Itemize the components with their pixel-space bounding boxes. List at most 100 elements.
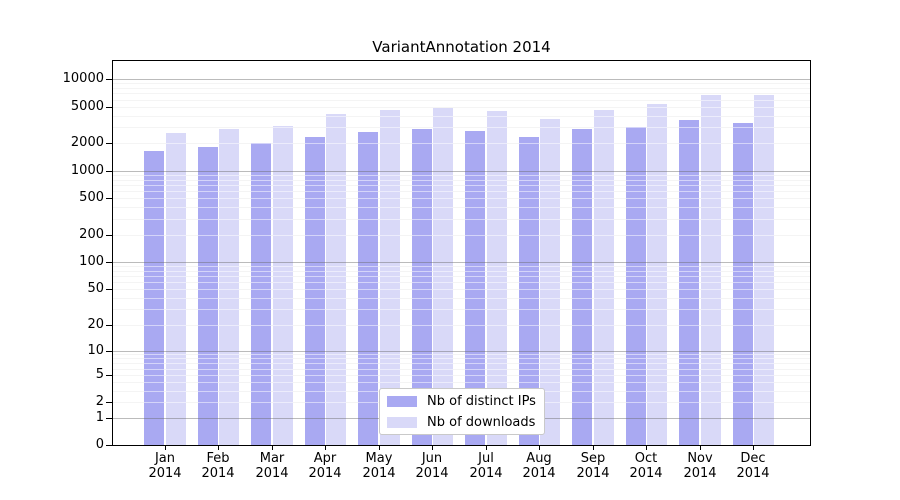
y-tick-label-1000: 1000 [70, 163, 104, 178]
bar-distinct-ips-dec [733, 123, 753, 445]
y-tick-mark-200 [106, 235, 112, 236]
gridlines-over-layer [113, 61, 810, 445]
y-tick-label-200: 200 [79, 227, 104, 242]
bar-downloads-feb [219, 129, 239, 445]
minor-gridline-overlay-300 [113, 219, 810, 220]
y-tick-mark-2000 [106, 143, 112, 144]
minor-gridline-overlay-4 [113, 382, 810, 383]
x-tick-mark-may [379, 446, 380, 450]
legend: Nb of distinct IPs Nb of downloads [379, 388, 545, 435]
minor-gridline-overlay-5000 [113, 107, 810, 108]
x-tick-label-jun: Jun 2014 [415, 451, 449, 481]
y-tick-mark-0 [106, 445, 112, 446]
y-tick-mark-10 [106, 351, 112, 352]
minor-gridline-overlay-60 [113, 282, 810, 283]
y-tick-mark-10000 [106, 79, 112, 80]
minor-gridline-overlay-900 [113, 175, 810, 176]
x-tick-label-mar: Mar 2014 [255, 451, 289, 481]
bar-downloads-sep [594, 110, 614, 445]
x-tick-mark-feb [218, 446, 219, 450]
x-tick-label-sep: Sep 2014 [576, 451, 610, 481]
minor-gridline-overlay-600 [113, 191, 810, 192]
bar-downloads-dec [754, 95, 774, 445]
bar-distinct-ips-may [358, 132, 378, 445]
minor-gridline-overlay-8 [113, 358, 810, 359]
x-tick-label-apr: Apr 2014 [308, 451, 342, 481]
x-tick-mark-nov [700, 446, 701, 450]
y-tick-mark-1000 [106, 171, 112, 172]
y-tick-mark-2 [106, 402, 112, 403]
x-tick-label-oct: Oct 2014 [629, 451, 663, 481]
minor-gridline-overlay-6 [113, 369, 810, 370]
bar-downloads-may [380, 110, 400, 445]
legend-label-distinct-ips: Nb of distinct IPs [427, 394, 536, 409]
y-tick-label-0: 0 [95, 437, 104, 452]
y-tick-mark-5 [106, 375, 112, 376]
minor-gridline-overlay-8000 [113, 88, 810, 89]
bar-distinct-ips-oct [626, 127, 646, 445]
minor-gridline-overlay-5 [113, 375, 810, 376]
y-tick-label-5000: 5000 [70, 99, 104, 114]
x-tick-mark-aug [539, 446, 540, 450]
y-tick-label-10: 10 [87, 343, 104, 358]
chart-title: VariantAnnotation 2014 [372, 38, 551, 56]
decade-gridline-1000 [113, 171, 810, 172]
minor-gridline-overlay-400 [113, 207, 810, 208]
bar-downloads-oct [647, 104, 667, 445]
y-tick-mark-500 [106, 198, 112, 199]
minor-gridline-overlay-80 [113, 271, 810, 272]
x-tick-mark-oct [646, 446, 647, 450]
minor-gridline-overlay-7 [113, 363, 810, 364]
bar-downloads-nov [701, 95, 721, 445]
minor-gridline-overlay-9000 [113, 83, 810, 84]
y-tick-mark-20 [106, 325, 112, 326]
bar-downloads-apr [326, 114, 346, 445]
y-tick-mark-50 [106, 289, 112, 290]
y-tick-label-2000: 2000 [70, 135, 104, 150]
minor-gridline-overlay-3000 [113, 127, 810, 128]
y-tick-mark-100 [106, 262, 112, 263]
decade-gridline-100 [113, 262, 810, 263]
y-tick-label-1: 1 [95, 410, 104, 425]
x-tick-mark-apr [325, 446, 326, 450]
bar-distinct-ips-jul [465, 131, 485, 445]
minor-gridline-overlay-50 [113, 289, 810, 290]
x-tick-label-aug: Aug 2014 [522, 451, 556, 481]
x-tick-label-dec: Dec 2014 [736, 451, 770, 481]
minor-gridline-overlay-40 [113, 298, 810, 299]
minor-gridline-overlay-700 [113, 185, 810, 186]
minor-gridline-overlay-70 [113, 276, 810, 277]
bar-distinct-ips-sep [572, 129, 592, 445]
x-tick-mark-sep [593, 446, 594, 450]
legend-entry-downloads: Nb of downloads [387, 415, 538, 430]
bar-distinct-ips-jun [412, 129, 432, 445]
legend-swatch-downloads [387, 417, 417, 428]
y-tick-label-100: 100 [79, 254, 104, 269]
legend-entry-distinct-ips: Nb of distinct IPs [387, 394, 538, 409]
minor-gridline-overlay-20 [113, 325, 810, 326]
plot-area [112, 60, 811, 446]
bar-distinct-ips-aug [519, 137, 539, 445]
y-tick-label-2: 2 [95, 394, 104, 409]
x-tick-label-jan: Jan 2014 [148, 451, 182, 481]
minor-gridline-overlay-6000 [113, 100, 810, 101]
x-tick-label-may: May 2014 [362, 451, 396, 481]
decade-gridline-10000 [113, 79, 810, 80]
y-tick-label-20: 20 [87, 317, 104, 332]
x-tick-mark-dec [753, 446, 754, 450]
y-tick-mark-5000 [106, 107, 112, 108]
y-tick-mark-1 [106, 418, 112, 419]
x-tick-mark-jan [165, 446, 166, 450]
bar-downloads-jul [487, 111, 507, 445]
y-tick-label-50: 50 [87, 281, 104, 296]
legend-swatch-distinct-ips [387, 396, 417, 407]
minor-gridline-overlay-9 [113, 354, 810, 355]
x-tick-label-jul: Jul 2014 [469, 451, 503, 481]
x-tick-mark-jul [486, 446, 487, 450]
bar-downloads-mar [273, 126, 293, 445]
minor-gridline-overlay-7000 [113, 93, 810, 94]
bar-distinct-ips-apr [305, 137, 325, 445]
minor-gridline-overlay-30 [113, 309, 810, 310]
minor-gridline-overlay-2000 [113, 143, 810, 144]
